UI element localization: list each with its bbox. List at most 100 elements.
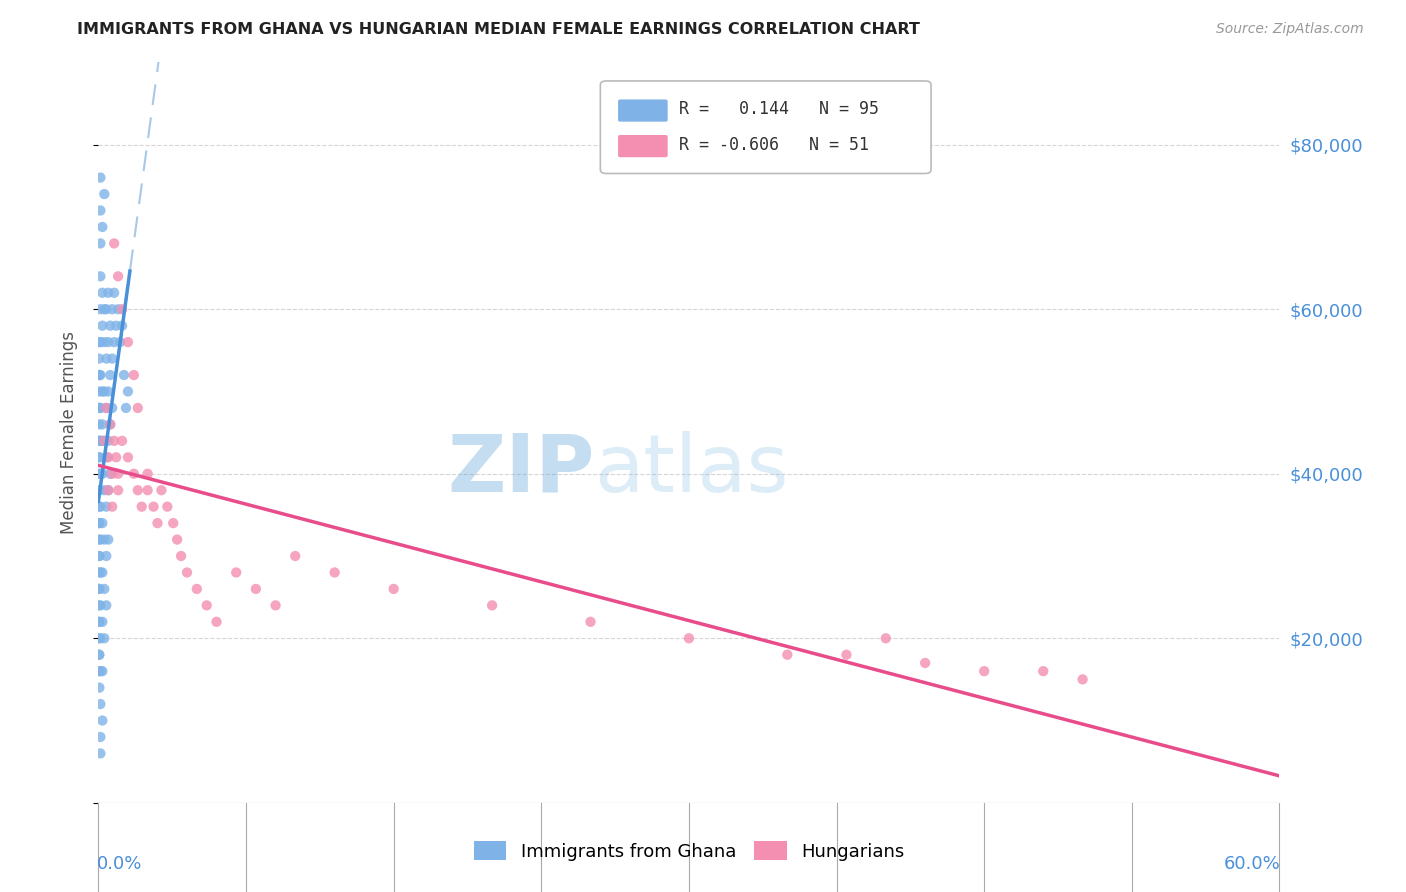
Point [776,648,799,662]
Point [93,632,115,646]
Point [136,483,159,498]
Point [91,285,114,300]
Text: Source: ZipAtlas.com: Source: ZipAtlas.com [1216,22,1364,37]
Y-axis label: Median Female Earnings: Median Female Earnings [59,331,77,534]
Point [96,549,118,563]
Point [170,549,193,563]
Point [89,302,111,317]
Point [875,632,897,646]
Point [87,582,110,596]
Point [93,384,115,399]
Point [97,533,120,547]
Point [98,368,121,382]
Point [186,582,208,596]
FancyBboxPatch shape [619,135,668,157]
Point [146,516,169,530]
Point [89,335,111,350]
Point [89,368,111,382]
Point [89,747,111,761]
Point [89,500,111,514]
Point [87,516,110,530]
Point [195,599,218,613]
Text: IMMIGRANTS FROM GHANA VS HUNGARIAN MEDIAN FEMALE EARNINGS CORRELATION CHART: IMMIGRANTS FROM GHANA VS HUNGARIAN MEDIA… [77,22,920,37]
Point [91,434,114,448]
Point [87,533,110,547]
Point [89,648,111,662]
Point [89,434,111,448]
Point [93,434,115,448]
Point [89,632,111,646]
Point [96,599,118,613]
Point [103,335,125,350]
Point [89,533,111,547]
Point [89,401,111,415]
Point [91,417,114,432]
Point [97,483,120,498]
Point [96,401,118,415]
Legend: Immigrants from Ghana, Hungarians: Immigrants from Ghana, Hungarians [467,834,911,868]
Point [156,500,179,514]
Point [101,351,124,366]
Point [245,582,267,596]
Point [97,335,120,350]
Point [107,467,129,481]
Point [117,335,139,350]
Text: R = -0.606   N = 51: R = -0.606 N = 51 [679,136,869,154]
Point [97,434,120,448]
Point [89,434,111,448]
Point [91,516,114,530]
Text: atlas: atlas [595,431,789,508]
Point [105,318,128,333]
Point [93,187,115,202]
Point [103,434,125,448]
Point [91,219,114,234]
Point [87,351,110,366]
Point [1032,664,1054,678]
Point [91,318,114,333]
Point [579,615,602,629]
Point [678,632,700,646]
Point [162,516,184,530]
Point [96,401,118,415]
Point [91,664,114,678]
Point [115,401,138,415]
Point [284,549,307,563]
Point [96,302,118,317]
Point [89,269,111,284]
Point [87,434,110,448]
Point [91,566,114,580]
Point [96,450,118,465]
Text: ZIP: ZIP [447,431,595,508]
Point [98,318,121,333]
Point [96,351,118,366]
Point [89,681,111,695]
Point [87,483,110,498]
Point [87,664,110,678]
Point [87,648,110,662]
Point [481,599,503,613]
Point [89,730,111,744]
Point [111,318,134,333]
Point [205,615,228,629]
Point [87,549,110,563]
Point [89,566,111,580]
Point [127,401,149,415]
Text: 0.0%: 0.0% [97,855,142,872]
Point [107,483,129,498]
Point [93,533,115,547]
Point [103,285,125,300]
Point [127,483,149,498]
Point [122,467,145,481]
Point [131,500,153,514]
Point [166,533,188,547]
Point [103,236,125,251]
Point [93,335,115,350]
Point [87,599,110,613]
Point [107,269,129,284]
Point [93,302,115,317]
FancyBboxPatch shape [600,81,931,173]
Point [107,302,129,317]
Point [87,632,110,646]
Point [89,335,111,350]
Text: 60.0%: 60.0% [1223,855,1281,872]
